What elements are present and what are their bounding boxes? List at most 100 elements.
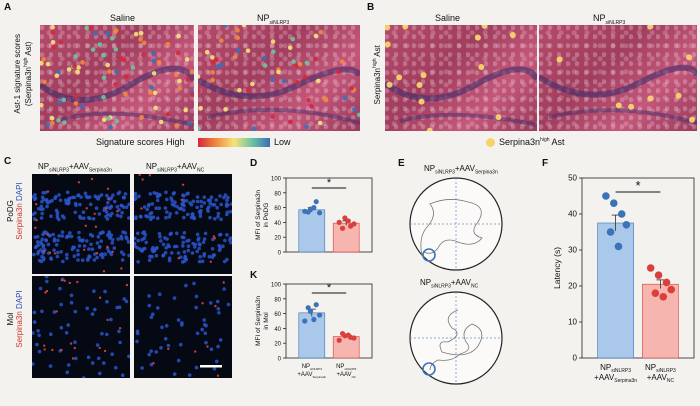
dapi-nucleus (55, 210, 60, 215)
dapi-nucleus (52, 310, 57, 314)
data-point (345, 218, 351, 224)
panel-label-k: K (250, 270, 258, 281)
dapi-nucleus (96, 235, 101, 239)
signature-spot (156, 60, 162, 65)
dapi-nucleus (89, 242, 93, 247)
serpina3n-signal (141, 178, 144, 181)
signature-spot (250, 81, 255, 87)
dapi-nucleus (112, 199, 117, 204)
signature-spot (270, 39, 276, 44)
dapi-nucleus (86, 258, 90, 262)
y-tick-label: 0 (278, 251, 282, 257)
tissue-image-np-scores (198, 25, 360, 131)
dapi-nucleus (198, 214, 203, 218)
ast-spot (478, 64, 485, 70)
dapi-nucleus (186, 248, 191, 253)
dapi-nucleus (210, 247, 215, 251)
dapi-nucleus (119, 234, 124, 239)
dapi-nucleus (46, 201, 50, 205)
signature-spot (313, 56, 318, 62)
dapi-nucleus (215, 299, 220, 304)
dapi-nucleus (157, 292, 162, 296)
dapi-nucleus (96, 197, 101, 201)
dapi-nucleus (40, 195, 45, 200)
swim-path (429, 309, 483, 371)
panel-e: NPsiNLRP3+AAVSerpina3n NPsiNLRP3+AAVNC (398, 160, 538, 406)
signature-spot (210, 55, 215, 60)
nuclei-mol-1 (32, 276, 130, 378)
dapi-nucleus (182, 250, 187, 254)
data-point (305, 305, 311, 311)
dapi-nucleus (151, 245, 155, 250)
dapi-nucleus (117, 329, 121, 334)
serpina3n-signal (68, 281, 71, 285)
dapi-nucleus (147, 258, 152, 262)
serpina3n-signal (120, 267, 123, 270)
dapi-nucleus (204, 323, 208, 328)
dapi-nucleus (198, 242, 202, 247)
dapi-nucleus (210, 203, 215, 207)
chart-k: 0 20 40 60 80 100 MFI of Serpina3n in Mol * NPsiN… (255, 282, 373, 379)
signature-spot (79, 104, 84, 109)
panel-b-col-saline: Saline (435, 13, 461, 23)
dapi-nucleus (205, 207, 210, 211)
dapi-nucleus (120, 211, 124, 215)
dapi-nucleus (189, 203, 194, 207)
tissue-image-saline-scores (40, 25, 194, 131)
dapi-nucleus (95, 343, 100, 347)
dapi-nucleus (221, 244, 225, 248)
dapi-nucleus (187, 238, 191, 243)
dapi-nucleus (64, 331, 69, 335)
signature-spot (309, 103, 314, 109)
x-tick-label: NPsiNLRP3 (336, 364, 357, 371)
signature-spot (342, 95, 348, 101)
dapi-nucleus (170, 198, 174, 203)
signature-spot (271, 49, 276, 54)
signature-spot (262, 55, 268, 61)
dapi-nucleus (54, 243, 59, 247)
signature-spot (232, 54, 238, 60)
data-point (614, 242, 623, 251)
signature-spot (114, 118, 120, 124)
signature-spot (295, 80, 300, 85)
serpina3n-signal (48, 251, 52, 254)
serpina3n-signal (60, 348, 63, 352)
signature-spot (50, 120, 55, 126)
dapi-nucleus (135, 339, 139, 344)
dapi-nucleus (136, 260, 140, 264)
dapi-nucleus (57, 234, 61, 238)
x-tick-label: +AAVNC (647, 373, 675, 384)
signature-spot (101, 52, 106, 58)
signature-spot (49, 115, 55, 121)
serpina3n-signal (46, 190, 50, 193)
dapi-nucleus (42, 256, 46, 260)
signature-spot (349, 85, 354, 91)
dapi-nucleus (39, 204, 44, 209)
signature-spot (153, 105, 158, 111)
dapi-nucleus (97, 212, 102, 216)
serpina3n-signal (77, 181, 81, 184)
dapi-nucleus (172, 372, 177, 376)
dapi-nucleus (175, 204, 179, 209)
signature-spot (133, 31, 139, 37)
dapi-nucleus (81, 210, 86, 214)
dapi-nucleus (124, 299, 129, 304)
dapi-nucleus (81, 216, 86, 220)
dapi-nucleus (82, 244, 87, 248)
y-tick-label: 40 (274, 221, 281, 227)
dapi-nucleus (55, 254, 60, 259)
signature-spot (105, 62, 110, 68)
dapi-nucleus (217, 311, 221, 315)
serpina3n-signal (69, 342, 73, 345)
dapi-nucleus (176, 358, 181, 363)
dapi-nucleus (94, 206, 99, 210)
ast-overlay-saline (385, 25, 537, 131)
data-point (622, 221, 631, 229)
serpina3n-signal (98, 296, 102, 299)
dapi-nucleus (124, 205, 129, 209)
signature-spot (40, 102, 44, 108)
signature-spot (317, 120, 323, 126)
dapi-nucleus (226, 302, 231, 307)
signature-spot (235, 35, 240, 41)
signature-spot (158, 119, 164, 125)
